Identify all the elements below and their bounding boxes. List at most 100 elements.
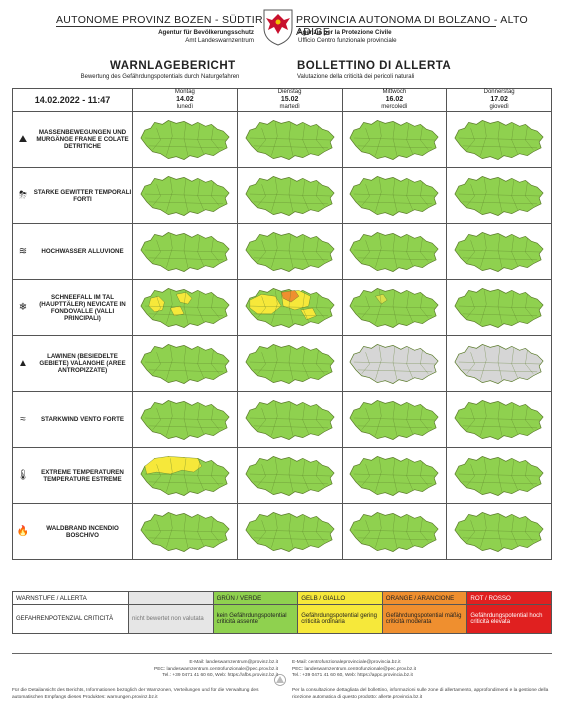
zone-borders <box>249 121 332 156</box>
legend-desc-notassessed: nicht bewertet non valutata <box>128 604 214 634</box>
forecast-map-cell[interactable] <box>236 223 343 280</box>
forecast-map-cell[interactable] <box>132 279 238 336</box>
day-name-it: mercoledì <box>381 104 408 110</box>
hazard-label: SCHNEEFALL IM TAL (HAUPTTÄLER) NEVICATE … <box>39 293 126 322</box>
forecast-map-cell[interactable] <box>132 223 238 280</box>
hazard-label: WALDBRAND INCENDIO BOSCHIVO <box>46 524 119 539</box>
forecast-map-cell[interactable] <box>236 167 343 224</box>
day-date: 15.02 <box>280 96 299 103</box>
forecast-map-cell[interactable] <box>341 503 448 560</box>
footer-pec-it[interactable]: PEC: landeswarnzentrum.centrofunzionale@… <box>292 666 416 672</box>
left-agency: Agentur für Bevölkerungsschutz <box>158 29 254 36</box>
forecast-map-cell[interactable] <box>132 111 238 168</box>
footer-email-it[interactable]: E-Mail: centrofunzionaleprovinciale@prov… <box>292 660 401 665</box>
zone-map-mixed-green <box>349 287 439 328</box>
right-agency: Agenzia per la Protezione Civile <box>298 29 392 36</box>
day-name-de: Dienstag <box>277 89 302 95</box>
footer-pec-de[interactable]: PEC: landeswarnzentrum.centrofunzionale@… <box>154 666 278 672</box>
legend-head-orange: ORANGE / ARANCIONE <box>381 591 468 605</box>
day-date: 17.02 <box>490 96 508 103</box>
province-outline <box>349 287 439 328</box>
warning-zone-orange <box>280 289 299 302</box>
zone-borders <box>458 457 542 492</box>
warning-zone-yellow <box>249 293 282 314</box>
province-outline <box>140 231 230 272</box>
forecast-map-cell[interactable] <box>341 279 448 336</box>
province-outline <box>140 511 230 552</box>
province-outline <box>454 511 544 552</box>
day-name-de: Montag <box>174 89 195 95</box>
forecast-map-cell[interactable] <box>446 447 552 504</box>
forecast-map-cell[interactable] <box>341 111 448 168</box>
legend-head-label: WARNSTUFE / ALLERTA <box>12 591 129 605</box>
forecast-map-cell[interactable] <box>341 223 448 280</box>
province-outline <box>140 175 230 216</box>
footer-web-it[interactable]: Tel.: +39 0471 41 60 60, Web: https://ap… <box>292 673 413 678</box>
forecast-map-cell[interactable] <box>236 447 343 504</box>
province-outline <box>349 119 439 160</box>
zone-map-green <box>245 511 335 552</box>
zone-map-grey <box>349 343 439 384</box>
landslide-icon: ⛰ <box>18 134 28 145</box>
province-outline <box>245 175 335 216</box>
hazard-label-cell: ⛰ MASSENBEWEGUNGEN UND MURGÄNGE FRANE E C… <box>12 111 133 168</box>
forecast-map-cell[interactable] <box>446 335 552 392</box>
forecast-map-cell[interactable] <box>132 167 238 224</box>
zone-map-green <box>245 175 335 216</box>
forecast-map-cell[interactable] <box>132 391 238 448</box>
zone-map-green <box>140 511 230 552</box>
forecast-map-cell[interactable] <box>132 503 238 560</box>
forecast-map-cell[interactable] <box>446 223 552 280</box>
zone-borders <box>458 401 542 436</box>
legend-head-notassessed <box>128 591 214 605</box>
header-right-rule <box>296 26 496 27</box>
zone-map-green <box>140 231 230 272</box>
forecast-map-cell[interactable] <box>341 391 448 448</box>
zone-borders <box>458 121 542 156</box>
forecast-map-cell[interactable] <box>236 111 343 168</box>
subtitle-italian: Valutazione della criticità dei pericoli… <box>297 74 415 80</box>
province-outline <box>245 343 335 384</box>
forecast-map-cell[interactable] <box>446 167 552 224</box>
civil-protection-icon <box>274 674 286 686</box>
zone-borders <box>144 401 228 436</box>
forecast-map-cell[interactable] <box>341 335 448 392</box>
zone-borders <box>249 177 332 212</box>
province-outline <box>140 287 230 328</box>
footer-email-de[interactable]: E-Mail: landeswarnzentrum@provinz.bz.it <box>189 660 278 665</box>
forecast-map-cell[interactable] <box>341 167 448 224</box>
forecast-map-cell[interactable] <box>132 335 238 392</box>
forecast-map-cell[interactable] <box>236 503 343 560</box>
day-name-it: martedì <box>279 104 300 110</box>
forecast-map-cell[interactable] <box>341 447 448 504</box>
zone-borders <box>249 289 332 324</box>
day-header: Mittwoch 16.02 mercoledì <box>341 88 448 112</box>
zone-borders <box>144 289 228 324</box>
hazard-label: STARKWIND VENTO FORTE <box>41 416 124 423</box>
forecast-map-cell[interactable] <box>236 279 343 336</box>
zone-borders <box>354 177 437 212</box>
forecast-map-cell[interactable] <box>446 279 552 336</box>
province-outline <box>140 343 230 384</box>
day-date: 16.02 <box>385 96 404 103</box>
province-outline <box>454 175 544 216</box>
forecast-map-cell[interactable] <box>236 391 343 448</box>
wildfire-icon: 🔥 <box>16 526 30 537</box>
footer-web-de[interactable]: Tel.: +39 0471 41 60 60, Web: https://af… <box>162 673 278 678</box>
zone-map-green <box>349 175 439 216</box>
zone-map-green <box>140 175 230 216</box>
hazard-label: HOCHWASSER ALLUVIONE <box>41 248 124 255</box>
flood-icon: ≋ <box>18 246 28 257</box>
zone-map-grey <box>454 343 544 384</box>
forecast-map-cell[interactable] <box>446 111 552 168</box>
forecast-map-cell[interactable] <box>236 335 343 392</box>
left-office: Amt Landeswarnzentrum <box>185 37 254 44</box>
forecast-map-cell[interactable] <box>446 391 552 448</box>
province-outline <box>454 455 544 496</box>
zone-map-green <box>245 343 335 384</box>
forecast-map-cell[interactable] <box>446 503 552 560</box>
zone-borders <box>458 233 542 268</box>
legend-desc-row: GEFAHRENPOTENZIAL CRITICITÀ nicht bewert… <box>12 604 552 634</box>
zone-borders <box>144 177 228 212</box>
forecast-map-cell[interactable] <box>132 447 238 504</box>
